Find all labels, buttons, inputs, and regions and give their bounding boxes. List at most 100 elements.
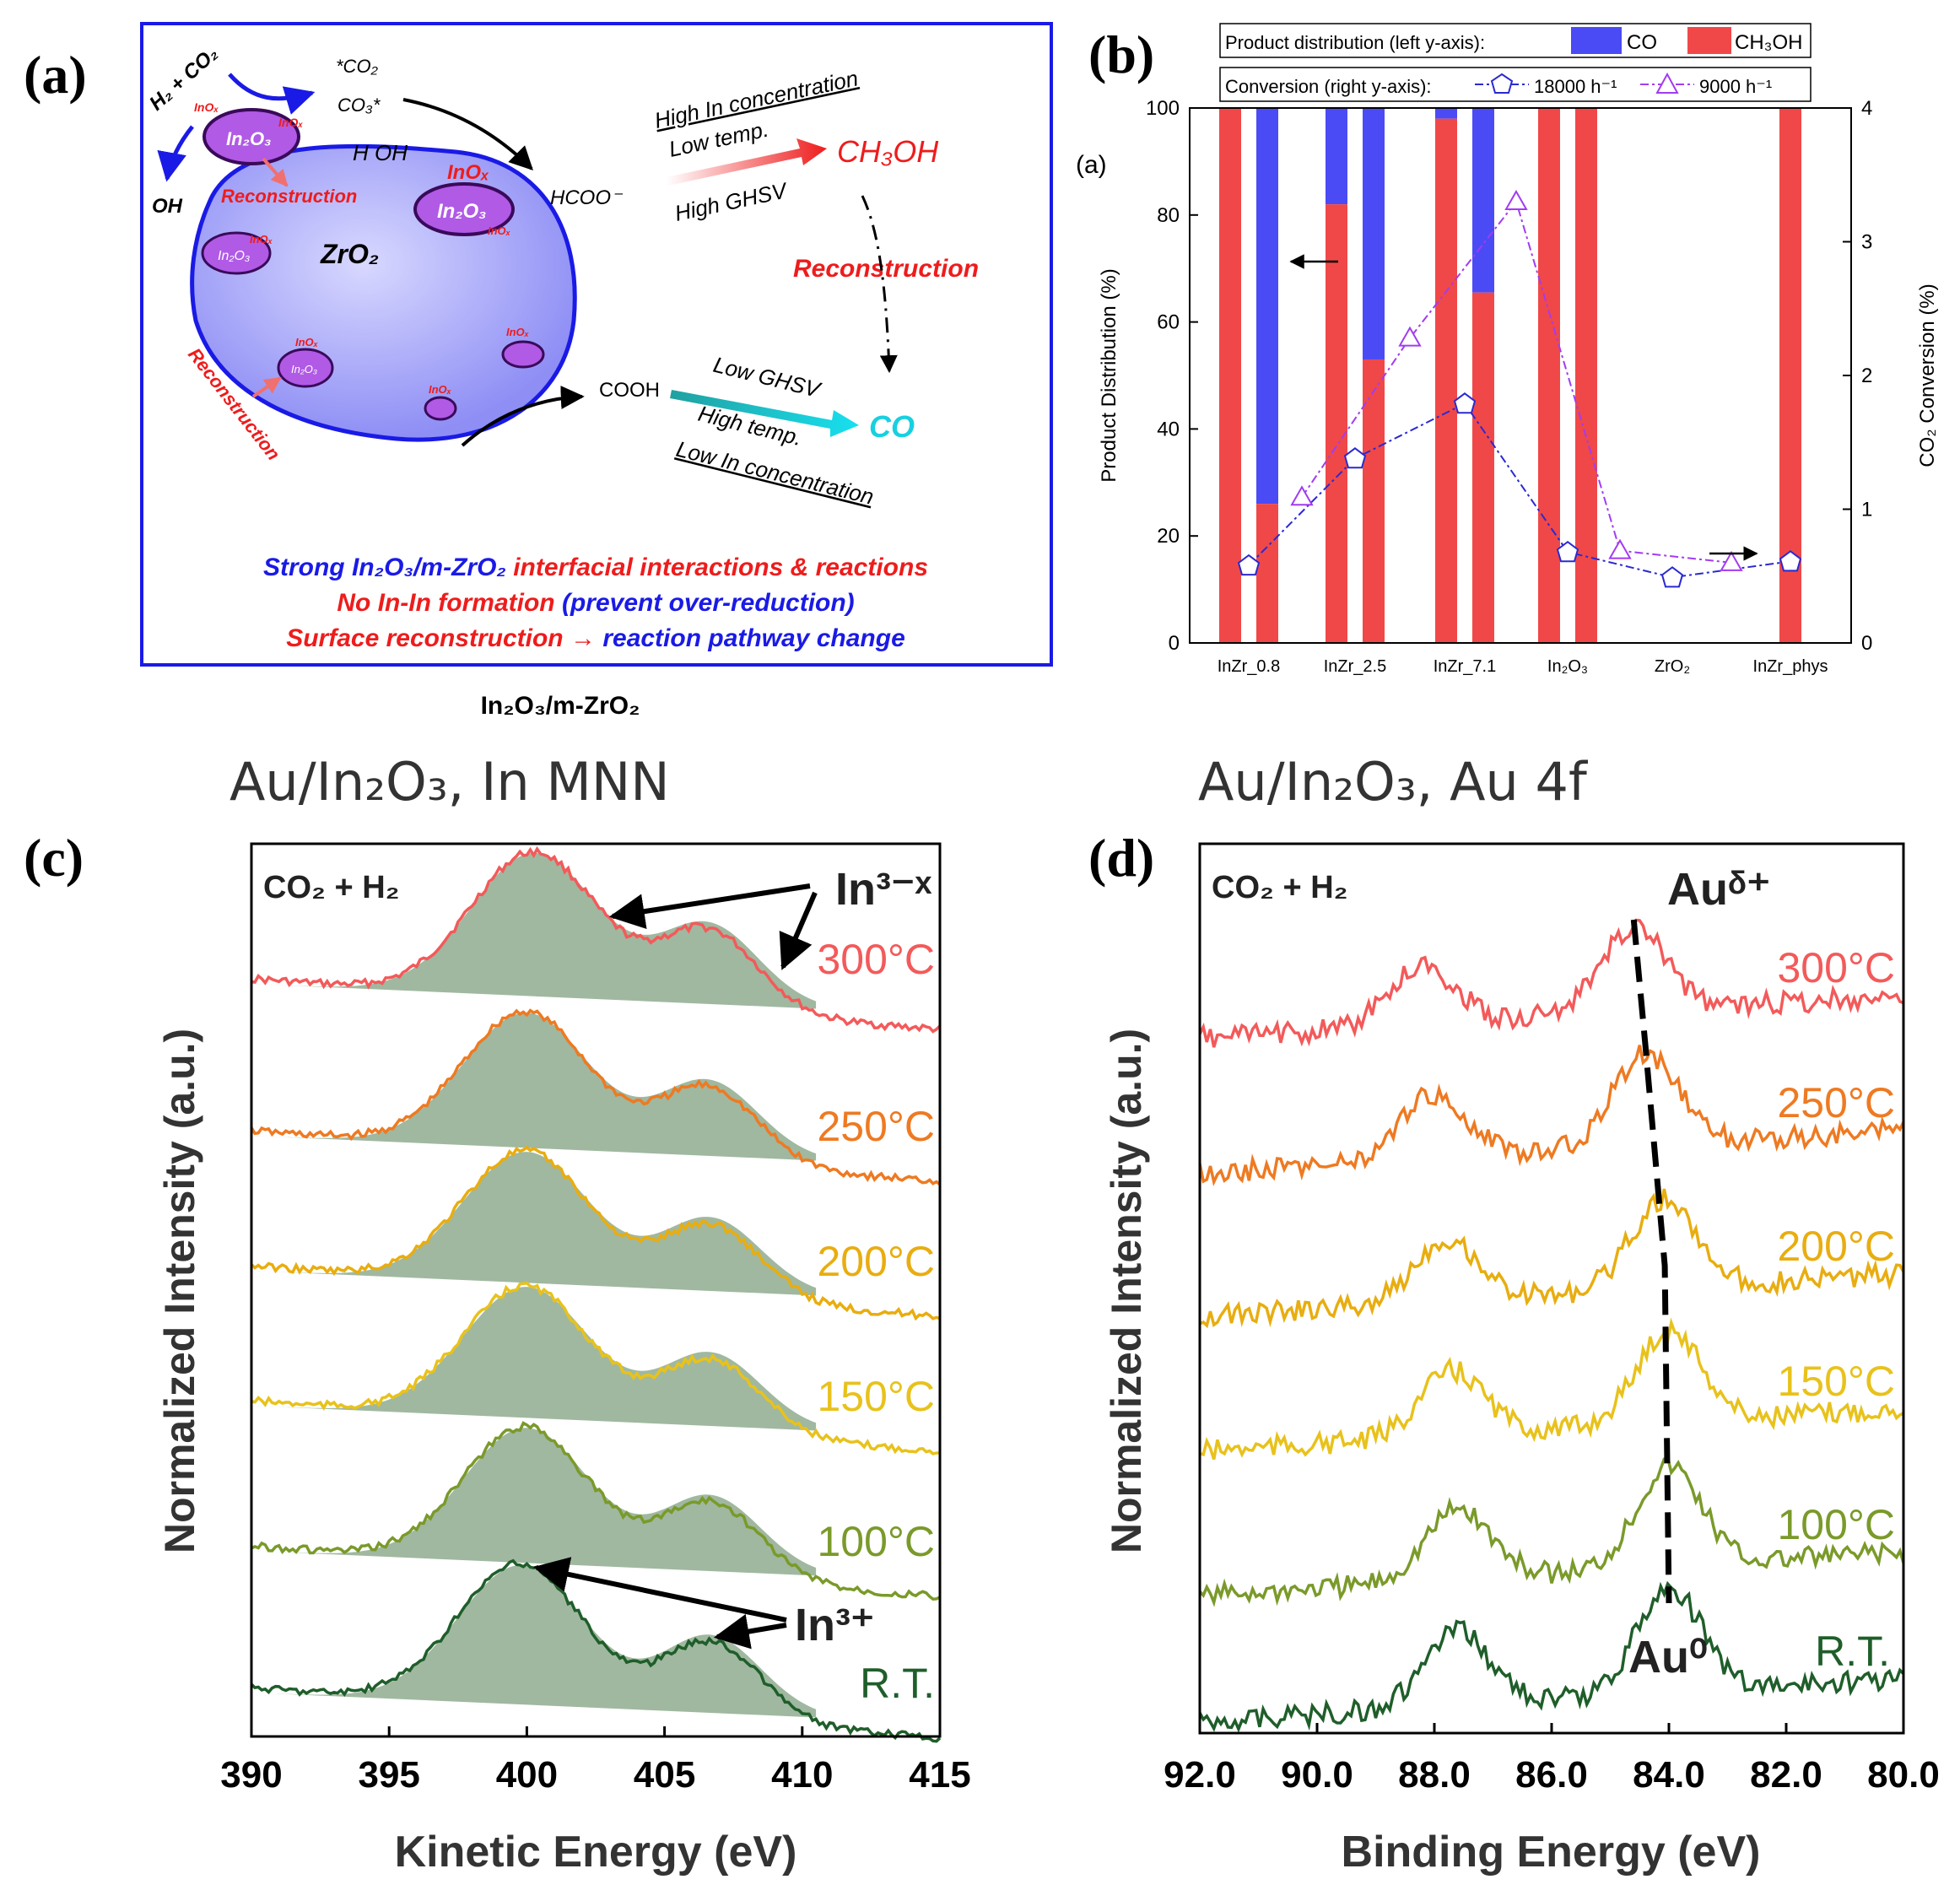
summary-line-3: Surface reconstruction → reaction pathwa… [286, 624, 905, 652]
bar-co [1363, 108, 1385, 359]
cooh-label: COOH [599, 379, 660, 402]
legend-conversion-label: Conversion (right y-axis): [1225, 76, 1432, 97]
bar-ch3oh [1326, 204, 1347, 643]
oh-label: OH [152, 195, 183, 218]
xtick-label: 390 [220, 1754, 282, 1796]
temperature-label: 100°C [817, 1518, 935, 1565]
reconstruction-label-top: Reconstruction [221, 186, 357, 207]
in2o3-cluster-6 [424, 396, 457, 421]
xtick-label: 92.0 [1164, 1754, 1236, 1796]
spectrum-line [250, 1558, 942, 1743]
in2o3-cluster-1 [202, 108, 300, 165]
inox-tag-3: InOₓ [447, 161, 489, 184]
temperature-label: R.T. [860, 1660, 935, 1707]
co3-ads-label: CO₃* [337, 95, 381, 116]
bar-ch3oh [1472, 292, 1494, 643]
spectrum-line [251, 1281, 941, 1455]
inox-tag-7: InOₓ [506, 326, 530, 338]
temperature-label: R.T. [1815, 1628, 1890, 1675]
panel-label-a: (a) [24, 45, 87, 105]
in2o3-cluster-3 [201, 231, 272, 275]
xtick-label: InZr_0.8 [1218, 657, 1280, 676]
hcoo-arrow [402, 98, 533, 170]
xtick-label: 395 [358, 1754, 419, 1796]
xtick-label: ZrO₂ [1655, 657, 1690, 676]
ytick2-label: 1 [1861, 499, 1872, 521]
legend-9000-marker [1655, 72, 1679, 94]
spectrum-line [250, 1008, 942, 1186]
panel-b-plot-frame [1189, 107, 1852, 644]
legend-product-label: Product distribution (left y-axis): [1225, 32, 1485, 53]
legend-ch3oh-swatch [1687, 27, 1731, 54]
zro2-label: ZrO₂ [320, 239, 379, 269]
ytick-label: 60 [1157, 311, 1180, 334]
series-18000-point [1779, 550, 1802, 572]
spectrum-line [1198, 918, 1904, 1048]
methanol-arrow [667, 138, 827, 186]
ytick-label: 0 [1169, 632, 1180, 655]
ytick-label: 80 [1157, 204, 1180, 227]
spectrum-line [1198, 1455, 1905, 1607]
spectrum-line [1198, 1580, 1905, 1733]
bar-ch3oh [1575, 108, 1597, 643]
xtick-label: InZr_2.5 [1324, 657, 1386, 676]
temperature-label: 250°C [817, 1103, 935, 1150]
ytick2-label: 2 [1861, 365, 1872, 387]
spectrum-line [1199, 1188, 1905, 1329]
reconstruction-mid-label: Reconstruction [793, 255, 979, 283]
panel-c-xlabel: Kinetic Energy (eV) [395, 1828, 797, 1877]
temperature-label: 250°C [1777, 1079, 1895, 1126]
methanol-product: CH₃OH [837, 134, 939, 169]
xtick-label: 90.0 [1281, 1754, 1353, 1796]
ytick-label: 40 [1157, 418, 1180, 440]
in3-x-arrow-1 [608, 883, 811, 930]
panel-c: 300°C 250°C 200°C 150°C 100°C R.T. 390 395 400 4… [156, 842, 971, 1877]
legend-9000-label: 9000 h⁻¹ [1699, 76, 1772, 97]
peak-fill [251, 1565, 817, 1718]
series-9000-point [1290, 485, 1314, 506]
series-18000-point [1453, 392, 1477, 414]
bar-ch3oh [1538, 108, 1560, 643]
ytick2-label: 3 [1861, 231, 1872, 254]
xtick-label: 410 [771, 1754, 833, 1796]
au-shift-guide [1630, 919, 1672, 1604]
in3-arrow-2 [713, 1613, 787, 1650]
panel-c-ylabel: Normalized Intensity (a.u.) [156, 1029, 203, 1553]
hcoo-label: HCOO⁻ [550, 186, 624, 209]
panel-c-condition: CO₂ + H₂ [263, 870, 400, 905]
in3-arrow-1 [532, 1557, 787, 1623]
panel-a-caption: In₂O₃/m-ZrO₂ [481, 692, 640, 720]
bar-ch3oh [1435, 118, 1457, 643]
bar-ch3oh [1363, 359, 1385, 643]
in2o3-label-3: In₂O₃ [218, 249, 250, 263]
co2-ads-label: *CO₂ [336, 56, 379, 77]
xtick-label: In₂O₃ [1547, 657, 1588, 676]
h-oh-label: H OH [353, 140, 408, 165]
in3-x-arrow-2 [779, 891, 818, 970]
bar-ch3oh [1219, 108, 1241, 643]
inox-tag-8: InOₓ [429, 383, 452, 396]
panel-a: ZrO₂ In₂O₃ In₂O₃ In₂O₃ In₂O₃ InOₓ InOₓ I… [140, 22, 1053, 720]
cooh-arrow [461, 386, 585, 447]
peak-fill [251, 852, 817, 1009]
temperature-label: 300°C [817, 936, 935, 983]
in2o3-label-1: In₂O₃ [226, 128, 272, 149]
bar-co [1435, 108, 1457, 119]
ytick-label: 20 [1157, 525, 1180, 548]
panel-b: Product distribution (left y-axis): CO C… [1076, 23, 1939, 676]
series-18000-line [1248, 402, 1791, 579]
legend-co-label: CO [1627, 31, 1657, 54]
series-18000-point [1660, 566, 1684, 588]
inox-tag-4: InOₓ [488, 224, 511, 237]
annotation-in3-x: In³⁻ˣ [835, 864, 931, 915]
series-9000-point [1398, 326, 1422, 347]
series-18000-point [1343, 447, 1367, 469]
peak-fill [251, 1287, 817, 1431]
adsorption-arrow [228, 73, 316, 115]
xtick-label: InZr_7.1 [1434, 657, 1496, 676]
spectrum-line [250, 1145, 941, 1321]
legend-row-1: Product distribution (left y-axis): CO C… [1219, 23, 1812, 58]
in2o3-label-2: In₂O₃ [437, 200, 486, 223]
ytick2-label: 4 [1861, 97, 1872, 120]
temperature-label: 300°C [1777, 944, 1895, 991]
